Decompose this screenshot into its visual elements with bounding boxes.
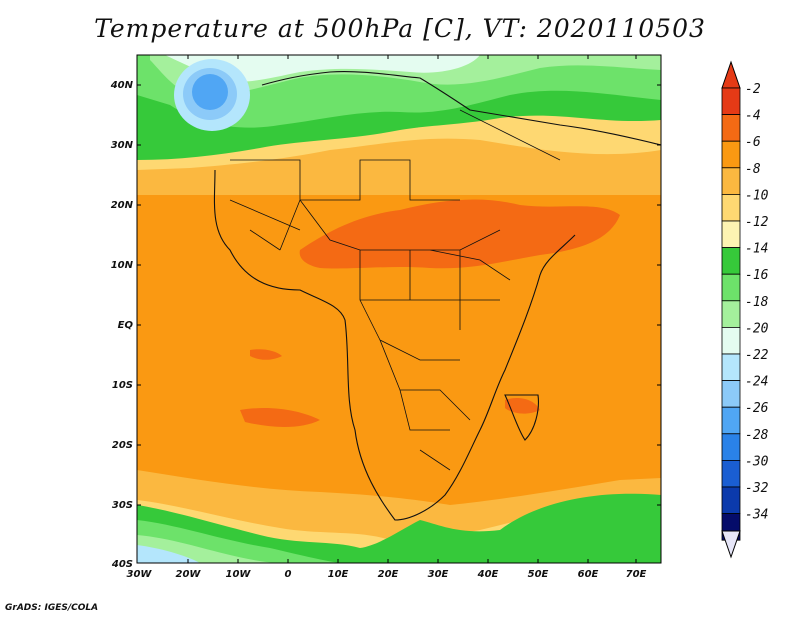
chart-title: Temperature at 500hPa [C], VT: 202011050…: [94, 14, 706, 43]
colorbar-swatch: [721, 167, 741, 195]
lon-label: 30W: [127, 569, 153, 580]
colorbar-swatch: [721, 326, 741, 355]
colorbar-swatch: [721, 353, 741, 382]
colorbar-swatch: [721, 140, 741, 169]
lat-label: 10N: [111, 260, 134, 271]
colorbar-label: -20: [745, 321, 769, 336]
colorbar-label: -18: [745, 295, 769, 310]
latitude-ticks: [137, 84, 661, 506]
lon-label: 10E: [328, 569, 349, 580]
colorbar-label: -6: [745, 135, 761, 150]
lat-label: 40S: [111, 559, 133, 570]
colorbar-label: -8: [745, 162, 761, 177]
colorbar-swatch: [721, 459, 741, 488]
lat-label: 40N: [110, 80, 134, 91]
lat-label: 30N: [111, 140, 134, 151]
colorbar-label: -30: [745, 454, 769, 469]
cold-core-inner: [192, 74, 228, 110]
lat-label: EQ: [118, 320, 134, 331]
colorbar-bottom-arrow: [721, 530, 741, 559]
lon-label: 60E: [578, 569, 599, 580]
colorbar-swatch: [721, 114, 741, 142]
lat-label: 20N: [111, 200, 134, 211]
lon-label: 20W: [176, 569, 202, 580]
country-borders: [229, 109, 561, 471]
field-band-south-green: [137, 493, 661, 563]
latitude-labels: 40N 30N 20N 10N EQ 10S 20S 30S 40S: [110, 80, 134, 570]
colorbar-label: -26: [745, 401, 769, 416]
longitude-ticks: [187, 55, 637, 563]
warm-core-south-atlantic: [240, 408, 320, 427]
lon-label: 40E: [477, 569, 499, 580]
lon-label: 30E: [428, 569, 449, 580]
colorbar-label: -32: [745, 481, 769, 496]
colorbar-label: -24: [745, 375, 768, 390]
colorbar-swatch: [721, 406, 741, 435]
colorbar-top-arrow: [721, 60, 741, 89]
lon-label: 20E: [378, 569, 399, 580]
grads-credit: GrADS: IGES/COLA: [5, 603, 99, 613]
colorbar-swatch: [721, 193, 741, 222]
colorbar-boxes: [721, 87, 741, 541]
field-band-south-blue: [137, 545, 200, 563]
colorbar-label: -2: [745, 82, 761, 97]
colorbar-label: -12: [745, 215, 769, 230]
colorbar-swatch: [721, 433, 741, 461]
colorbar-label: -34: [745, 508, 768, 523]
colorbar-swatch: [721, 486, 741, 515]
lon-label: 70E: [626, 569, 647, 580]
colorbar-swatch: [721, 220, 741, 249]
longitude-labels: 30W 20W 10W 0 10E 20E 30E 40E 50E 60E 70…: [127, 569, 647, 580]
colorbar-label: -4: [745, 109, 761, 124]
lon-label: 10W: [226, 569, 252, 580]
lon-label: 0: [285, 569, 292, 580]
colorbar-label: -14: [745, 242, 768, 257]
lon-label: 50E: [528, 569, 549, 580]
colorbar-label: -22: [745, 348, 769, 363]
colorbar-swatch: [721, 247, 741, 275]
colorbar-swatch: [721, 300, 741, 328]
colorbar-label: -28: [745, 428, 769, 443]
warm-core-sahel: [299, 199, 620, 269]
lat-label: 30S: [112, 500, 133, 511]
warm-core-equatorial: [250, 349, 282, 360]
colorbar-swatch: [721, 273, 741, 302]
colorbar-label: -10: [745, 188, 769, 203]
warm-core-madagascar: [505, 398, 540, 414]
map-field: [137, 55, 661, 563]
colorbar-swatch: [721, 380, 741, 408]
colorbar-labels: -2 -4 -6 -8 -10 -12 -14 -16 -18 -20 -22 -24 -26 -28 -3…: [745, 82, 769, 523]
colorbar: -2 -4 -6 -8 -10 -12 -14 -16 -18 -20 -22 -24 -26 -28 -3…: [721, 60, 769, 559]
lat-label: 20S: [112, 440, 133, 451]
lat-label: 10S: [112, 380, 133, 391]
coastlines: [213, 71, 661, 521]
map-frame: [136, 54, 662, 564]
field-band-cyan: [165, 55, 480, 82]
colorbar-swatch: [721, 87, 741, 116]
colorbar-label: -16: [745, 268, 769, 283]
